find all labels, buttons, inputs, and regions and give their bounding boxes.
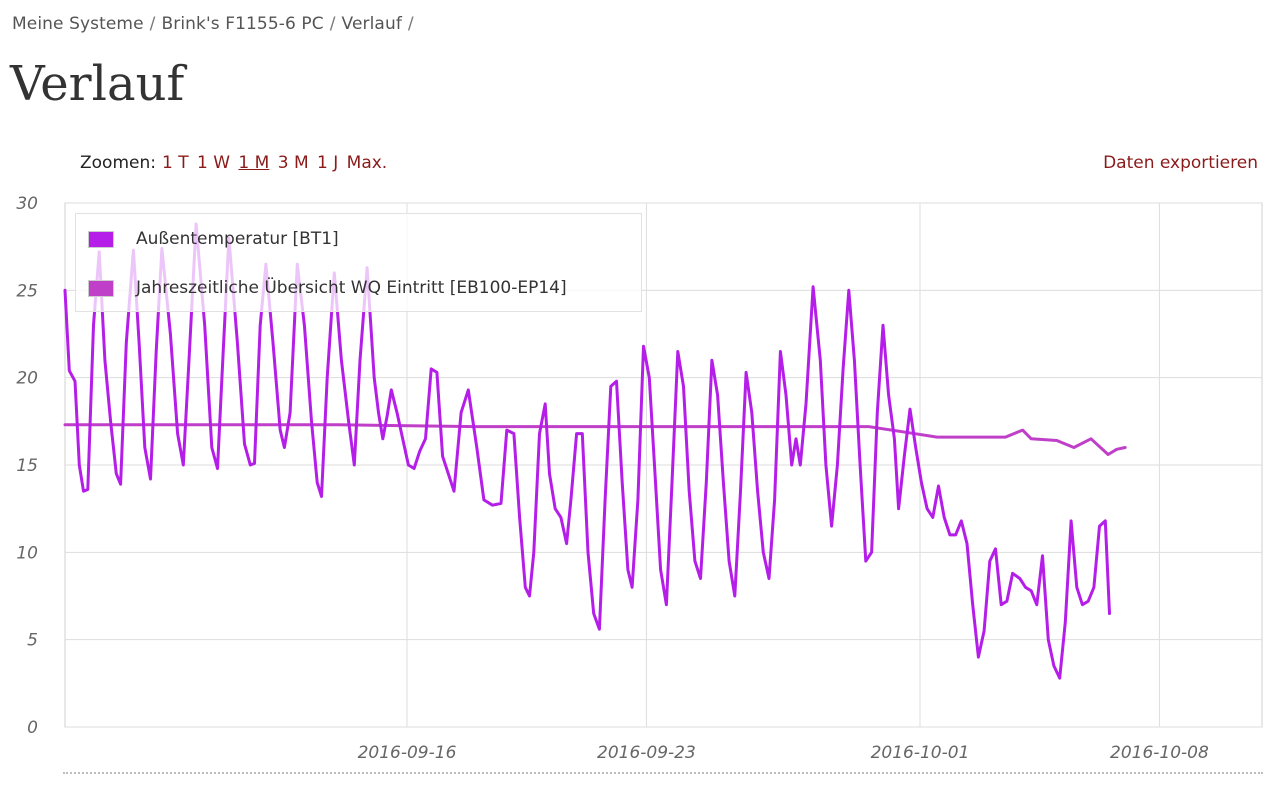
legend-label-outdoor-temp: Außentemperatur [BT1] [136, 229, 339, 249]
zoom-option-1-month[interactable]: 1 M [238, 153, 270, 173]
zoom-option-3-months[interactable]: 3 M [277, 153, 309, 173]
legend-label-brine-in: Jahreszeitliche Übersicht WQ Eintritt [E… [136, 278, 567, 298]
y-tick-label: 20 [16, 369, 38, 389]
breadcrumb: Meine Systeme / Brink's F1155-6 PC / Verlauf… [12, 14, 420, 34]
x-tick-label: 2016-09-16 [358, 743, 457, 763]
series-line-outdoor-temp [63, 222, 1111, 680]
breadcrumb-item-system[interactable]: Brink's F1155-6 PC [161, 14, 324, 34]
breadcrumb-separator: / [407, 14, 414, 34]
zoom-option-1-day[interactable]: 1 T [161, 153, 189, 173]
zoom-option-max[interactable]: Max. [346, 153, 388, 173]
zoom-option-1-year[interactable]: 1 J [317, 153, 339, 173]
zoom-option-1-week[interactable]: 1 W [196, 153, 231, 173]
page-title: Verlauf [10, 56, 185, 112]
breadcrumb-item-history[interactable]: Verlauf [341, 14, 402, 34]
breadcrumb-separator: / [329, 14, 336, 34]
zoom-bar: Zoomen: 1 T 1 W 1 M 3 M 1 J Max. [80, 153, 390, 173]
legend-item-outdoor-temp[interactable]: Außentemperatur [BT1] [88, 226, 339, 252]
export-data-link[interactable]: Daten exportieren [1103, 153, 1258, 173]
y-tick-label: 30 [16, 194, 38, 214]
legend-item-brine-in[interactable]: Jahreszeitliche Übersicht WQ Eintritt [E… [88, 275, 567, 301]
y-tick-label: 0 [27, 718, 38, 738]
y-tick-label: 10 [16, 543, 38, 563]
series-line-brine-in [63, 423, 1127, 456]
breadcrumb-item-systems[interactable]: Meine Systeme [12, 14, 144, 34]
y-tick-label: 5 [27, 631, 38, 651]
x-tick-label: 2016-10-08 [1110, 743, 1209, 763]
legend-swatch-outdoor-temp [88, 230, 114, 248]
x-tick-label: 2016-10-01 [871, 743, 970, 763]
chart-legend: Außentemperatur [BT1] Jahreszeitliche Üb… [75, 213, 642, 312]
y-tick-label: 15 [16, 456, 38, 476]
breadcrumb-separator: / [149, 14, 156, 34]
zoom-label: Zoomen: [80, 153, 156, 173]
legend-swatch-brine-in [88, 279, 114, 297]
x-tick-label: 2016-09-23 [597, 743, 696, 763]
y-tick-label: 25 [16, 281, 38, 301]
divider [63, 772, 1263, 774]
